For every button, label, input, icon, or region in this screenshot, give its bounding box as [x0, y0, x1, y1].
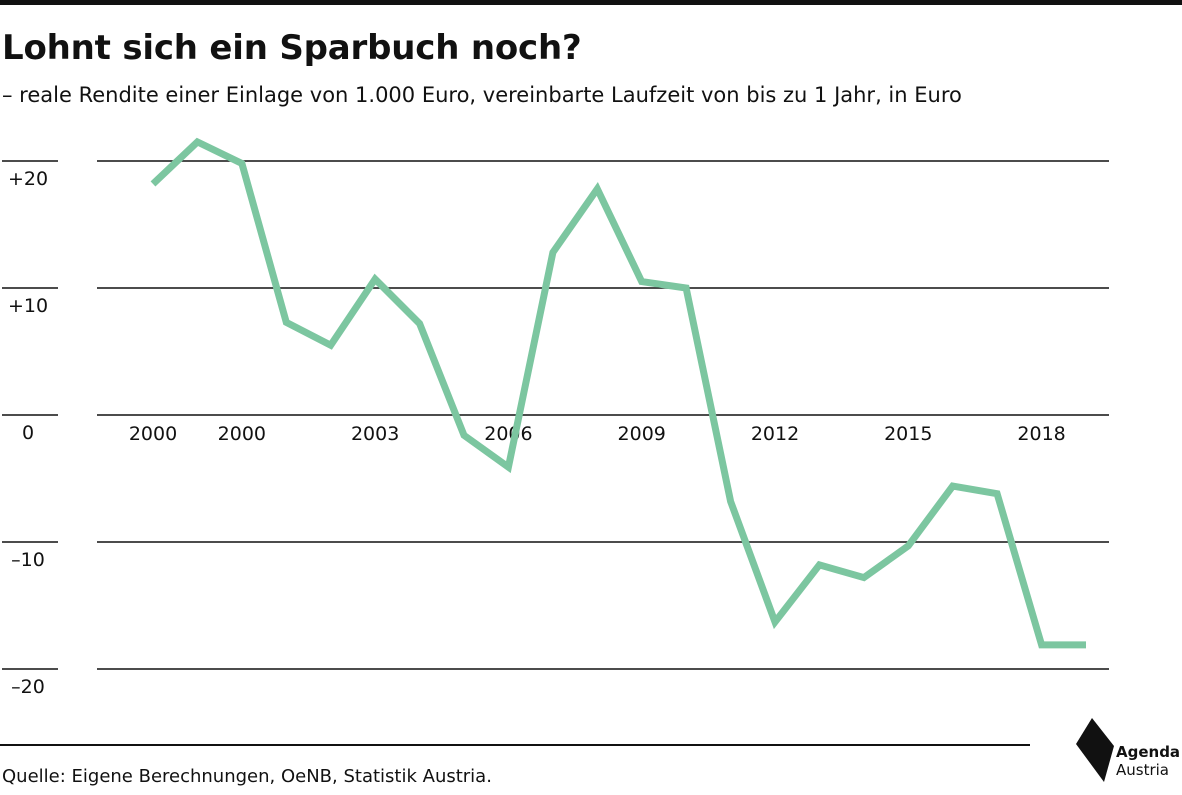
x-tick-label-1: 2000 [218, 423, 266, 445]
x-tick-label-0: 2000 [129, 423, 177, 445]
chart-subtitle: – reale Rendite einer Einlage von 1.000 … [2, 83, 962, 107]
x-tick-label-5: 2012 [751, 423, 799, 445]
grid-lines [2, 160, 1109, 670]
logo-text-austria: Austria [1116, 761, 1169, 779]
x-axis-tick-labels: 2000 2000 2003 2006 2009 2012 2015 2018 [129, 423, 1066, 445]
bottom-rule [0, 744, 1030, 746]
x-tick-label-7: 2018 [1017, 423, 1065, 445]
data-point-18 [949, 483, 956, 490]
source-note: Quelle: Eigene Berechnungen, OeNB, Stati… [2, 766, 492, 787]
data-point-10 [594, 185, 601, 192]
data-point-16 [860, 574, 867, 581]
data-point-7 [461, 432, 468, 439]
data-point-2 [238, 160, 245, 167]
y-tick-label-2: 0 [22, 422, 34, 444]
y-tick-label-1: +10 [8, 295, 48, 317]
data-point-17 [905, 542, 912, 549]
x-tick-label-4: 2009 [618, 423, 666, 445]
series-line [150, 137, 1086, 649]
x-tick-label-2: 2003 [351, 423, 399, 445]
data-point-12 [683, 285, 690, 292]
data-point-5 [372, 276, 379, 283]
data-point-20 [1038, 641, 1045, 648]
data-point-6 [416, 320, 423, 327]
y-axis-tick-labels: +20 +10 0 –10 –20 [8, 168, 48, 698]
data-point-3 [283, 319, 290, 326]
logo-shape-icon [1076, 718, 1114, 782]
data-point-13 [727, 498, 734, 505]
data-point-0 [150, 180, 157, 187]
y-tick-label-0: +20 [8, 168, 48, 190]
chart-title: Lohnt sich ein Sparbuch noch? [2, 28, 582, 68]
data-point-15 [816, 561, 823, 568]
top-rule [0, 0, 1182, 5]
x-tick-label-6: 2015 [884, 423, 932, 445]
logo-text-agenda: Agenda [1116, 743, 1181, 761]
data-point-9 [549, 249, 556, 256]
data-point-1 [194, 138, 201, 145]
data-point-11 [638, 278, 645, 285]
data-point-14 [772, 619, 779, 626]
data-point-19 [994, 490, 1001, 497]
agenda-austria-logo: Agenda Austria [1074, 718, 1181, 784]
data-point-4 [327, 342, 334, 349]
x-tick-label-3: 2006 [484, 423, 532, 445]
data-point-8 [505, 464, 512, 471]
y-tick-label-3: –10 [11, 549, 45, 571]
line-chart: +20+100–10–20 2000 2000 2003 2006 2009 2012 20… [2, 137, 1109, 698]
series-layer [150, 137, 1090, 649]
y-tick-label-4: –20 [11, 676, 45, 698]
data-point-21 [1083, 641, 1090, 648]
